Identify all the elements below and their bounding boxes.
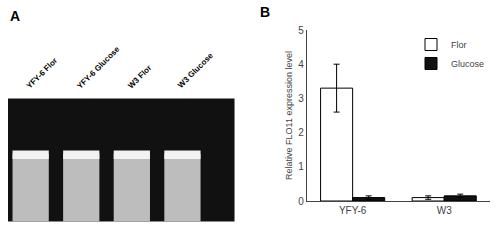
svg-text:YFY-6 Glucose: YFY-6 Glucose [75,44,121,90]
svg-text:A: A [10,8,20,24]
svg-text:5: 5 [298,25,304,36]
svg-text:W3: W3 [437,205,452,216]
svg-text:W3 Glucose: W3 Glucose [176,51,215,90]
svg-text:B: B [260,4,270,20]
svg-text:3: 3 [298,93,304,104]
svg-text:Flor: Flor [451,40,467,50]
svg-text:Glucose: Glucose [451,59,484,69]
svg-text:YFY-6 Flor: YFY-6 Flor [25,56,59,90]
svg-text:Relative FLO11 expression leve: Relative FLO11 expression level [284,51,294,180]
svg-text:YFY-6: YFY-6 [339,205,367,216]
svg-text:1: 1 [298,161,304,172]
svg-text:4: 4 [298,59,304,70]
svg-text:2: 2 [298,127,304,138]
svg-text:W3 Flor: W3 Flor [126,63,153,90]
svg-text:0: 0 [298,196,304,207]
